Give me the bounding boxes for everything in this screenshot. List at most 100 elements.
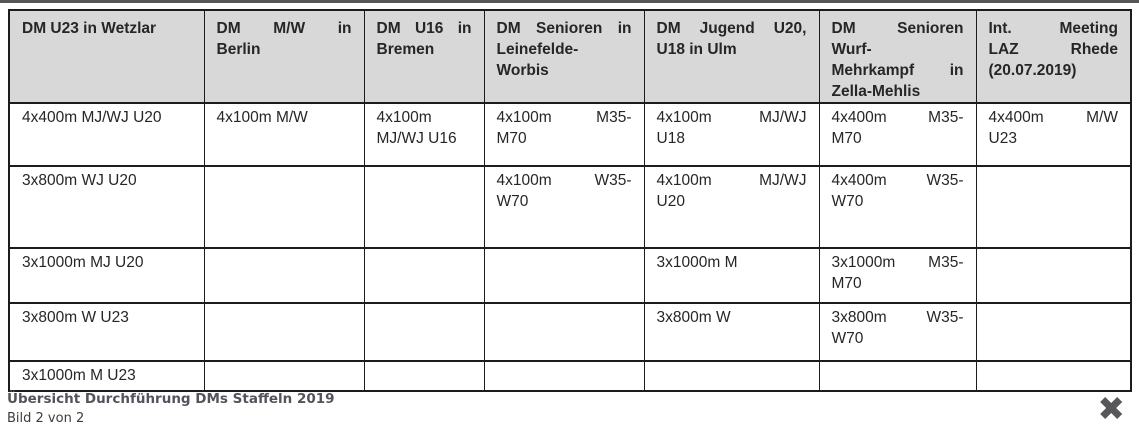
table-cell: 3x1000m M35- M70 bbox=[818, 247, 977, 304]
cell-line: DM Senioren in bbox=[496, 20, 632, 37]
table-cell bbox=[483, 302, 645, 362]
cell-line bbox=[989, 307, 1119, 328]
table-cell bbox=[363, 247, 485, 304]
table-row: 3x1000m MJ U20 3x1000m M 3x1000m M35- M70 bbox=[8, 247, 1132, 304]
cell-line bbox=[497, 365, 632, 386]
table-cell: 4x400m M/W U23 bbox=[975, 102, 1132, 167]
column-header: DM U23 in Wetzlar bbox=[8, 9, 205, 104]
cell-line: DM U16 in bbox=[376, 20, 472, 37]
table-cell: 4x400m MJ/WJ U20 bbox=[8, 102, 205, 167]
cell-line: 3x1000m MJ U20 bbox=[22, 254, 144, 271]
cell-line: 3x1000m M U23 bbox=[22, 367, 136, 384]
table-cell bbox=[975, 302, 1132, 362]
cell-line bbox=[497, 252, 632, 273]
cell-line: Zella-Mehlis bbox=[831, 83, 921, 100]
column-header: DM M/W in Berlin bbox=[203, 9, 365, 104]
cell-line: 4x100m MJ/WJ bbox=[656, 172, 807, 189]
table-cell bbox=[203, 360, 365, 392]
cell-line: W70 bbox=[831, 193, 864, 210]
table-cell: 3x1000m MJ U20 bbox=[8, 247, 205, 304]
cell-line: 4x400m M35- bbox=[831, 109, 964, 126]
cell-line: 3x800m WJ U20 bbox=[22, 172, 137, 189]
table-cell bbox=[203, 165, 365, 249]
table-cell: 4x100m MJ/WJ U16 bbox=[363, 102, 485, 167]
cell-line bbox=[989, 170, 1119, 191]
cell-line: DM U23 in Wetzlar bbox=[22, 20, 157, 37]
table-cell: 4x100m M/W bbox=[203, 102, 365, 167]
cell-line bbox=[832, 365, 964, 386]
table-cell bbox=[203, 247, 365, 304]
cell-line: Bremen bbox=[376, 41, 435, 58]
table-cell bbox=[975, 165, 1132, 249]
top-divider bbox=[0, 0, 1139, 3]
cell-line bbox=[217, 252, 352, 273]
cell-line bbox=[377, 307, 472, 328]
relay-championships-table: DM U23 in Wetzlar DM M/W in Berlin DM U16 in Bre… bbox=[8, 9, 1132, 392]
table-cell bbox=[363, 302, 485, 362]
cell-line: Int. Meeting bbox=[988, 20, 1119, 37]
table-cell: 4x400m M35- M70 bbox=[818, 102, 977, 167]
table-cell bbox=[643, 360, 820, 392]
bottom-bar: Übersicht Durchführung DMs Staffeln 2019… bbox=[0, 389, 1139, 428]
table-cell bbox=[203, 302, 365, 362]
table-cell: 4x400m W35- W70 bbox=[818, 165, 977, 249]
table-cell: 3x800m W U23 bbox=[8, 302, 205, 362]
table-cell bbox=[483, 247, 645, 304]
column-header: DM U16 in Bremen bbox=[363, 9, 485, 104]
cell-line bbox=[217, 307, 352, 328]
cell-line: 4x100m M/W bbox=[216, 109, 308, 126]
table-cell: 4x100m M35- M70 bbox=[483, 102, 645, 167]
cell-line: M70 bbox=[831, 130, 862, 147]
cell-line: 4x100m W35- bbox=[496, 172, 632, 189]
cell-line: 4x100m MJ/WJ bbox=[656, 109, 807, 126]
column-header: Int. Meeting LAZ Rhede (20.07.2019) bbox=[975, 9, 1132, 104]
table-row: 3x1000m M U23 bbox=[8, 360, 1132, 392]
cell-line: 4x400m M/W bbox=[988, 109, 1119, 126]
cell-line: U18 bbox=[656, 130, 685, 147]
column-header: DM Jugend U20, U18 in Ulm bbox=[643, 9, 820, 104]
image-caption: Übersicht Durchführung DMs Staffeln 2019… bbox=[0, 389, 335, 428]
table-cell bbox=[975, 247, 1132, 304]
cell-line: 3x800m W bbox=[656, 309, 731, 326]
cell-line: 4x100m M35- bbox=[496, 109, 632, 126]
cell-line: MJ/WJ U16 bbox=[376, 130, 457, 147]
cell-line: W70 bbox=[831, 330, 864, 347]
column-header: DM Senioren Wurf- Mehrkampf in Zella-Mehlis bbox=[818, 9, 977, 104]
cell-line bbox=[497, 307, 632, 328]
cell-line: 4x400m MJ/WJ U20 bbox=[22, 109, 162, 126]
table-cell bbox=[363, 360, 485, 392]
cell-line bbox=[657, 365, 807, 386]
header-row: DM U23 in Wetzlar DM M/W in Berlin DM U16 in Bre… bbox=[8, 9, 1132, 104]
cell-line: Worbis bbox=[496, 62, 549, 79]
table-cell: 4x100m MJ/WJ U20 bbox=[643, 165, 820, 249]
cell-line: 4x400m W35- bbox=[831, 172, 964, 189]
cell-line: Leinefelde- bbox=[496, 41, 579, 58]
cell-line: U23 bbox=[988, 130, 1017, 147]
cell-line: DM M/W in bbox=[216, 20, 352, 37]
cell-line: U20 bbox=[656, 193, 685, 210]
cell-line: 3x800m W U23 bbox=[22, 309, 129, 326]
table-body: 4x400m MJ/WJ U20 4x100m M/W 4x100m MJ/WJ U1… bbox=[8, 102, 1132, 392]
cell-line: DM Jugend U20, bbox=[656, 20, 807, 37]
table-cell bbox=[975, 360, 1132, 392]
table-cell: 4x100m W35- W70 bbox=[483, 165, 645, 249]
table-cell: 3x1000m M U23 bbox=[8, 360, 205, 392]
table-cell: 3x1000m M bbox=[643, 247, 820, 304]
table-cell: 3x800m W35- W70 bbox=[818, 302, 977, 362]
cell-line: 3x800m W35- bbox=[831, 309, 964, 326]
cell-line: LAZ Rhede bbox=[988, 41, 1119, 58]
cell-line: Mehrkampf in bbox=[831, 62, 964, 79]
cell-line bbox=[217, 365, 352, 386]
cell-line: 3x1000m M bbox=[656, 254, 738, 271]
table-cell bbox=[818, 360, 977, 392]
cell-line: DM Senioren bbox=[831, 20, 964, 37]
cell-line bbox=[989, 252, 1119, 273]
cell-line: Berlin bbox=[216, 41, 261, 58]
table-cell: 3x800m WJ U20 bbox=[8, 165, 205, 249]
cell-line: Wurf- bbox=[831, 41, 872, 58]
close-icon[interactable]: ✖ bbox=[1097, 389, 1125, 428]
table-cell: 3x800m W bbox=[643, 302, 820, 362]
table-row: 3x800m WJ U20 4x100m W35- W70 4x100m MJ/WJ U20… bbox=[8, 165, 1132, 249]
column-header: DM Senioren in Leinefelde- Worbis bbox=[483, 9, 645, 104]
cell-line bbox=[217, 170, 352, 191]
